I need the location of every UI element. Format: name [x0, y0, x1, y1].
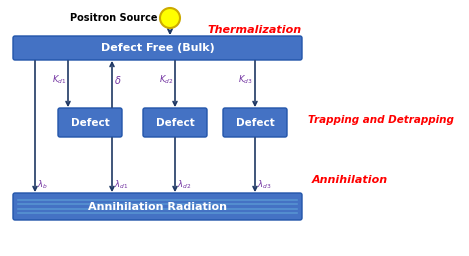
FancyBboxPatch shape: [13, 36, 302, 60]
Text: Defect Free (Bulk): Defect Free (Bulk): [101, 43, 214, 53]
Circle shape: [160, 8, 180, 28]
Text: Defect: Defect: [71, 118, 109, 127]
FancyBboxPatch shape: [58, 108, 122, 137]
Text: $K_{d3}$: $K_{d3}$: [238, 74, 253, 86]
Text: Annihilation Radiation: Annihilation Radiation: [88, 201, 227, 211]
Text: $\lambda_{d3}$: $\lambda_{d3}$: [257, 179, 272, 191]
Text: $K_{d2}$: $K_{d2}$: [159, 74, 173, 86]
Text: Trapping and Detrapping: Trapping and Detrapping: [308, 115, 454, 125]
Text: Annihilation: Annihilation: [312, 175, 388, 185]
FancyBboxPatch shape: [13, 193, 302, 220]
Text: $\lambda_{d2}$: $\lambda_{d2}$: [177, 179, 191, 191]
Text: Positron Source: Positron Source: [69, 13, 157, 23]
Text: $\delta$: $\delta$: [114, 74, 121, 86]
Text: $\lambda_b$: $\lambda_b$: [37, 179, 48, 191]
Text: $K_{d1}$: $K_{d1}$: [52, 74, 66, 86]
FancyBboxPatch shape: [143, 108, 207, 137]
Text: $\lambda_{d1}$: $\lambda_{d1}$: [114, 179, 128, 191]
FancyBboxPatch shape: [223, 108, 287, 137]
Text: Defect: Defect: [235, 118, 274, 127]
Text: Defect: Defect: [156, 118, 194, 127]
Text: Thermalization: Thermalization: [208, 25, 302, 35]
